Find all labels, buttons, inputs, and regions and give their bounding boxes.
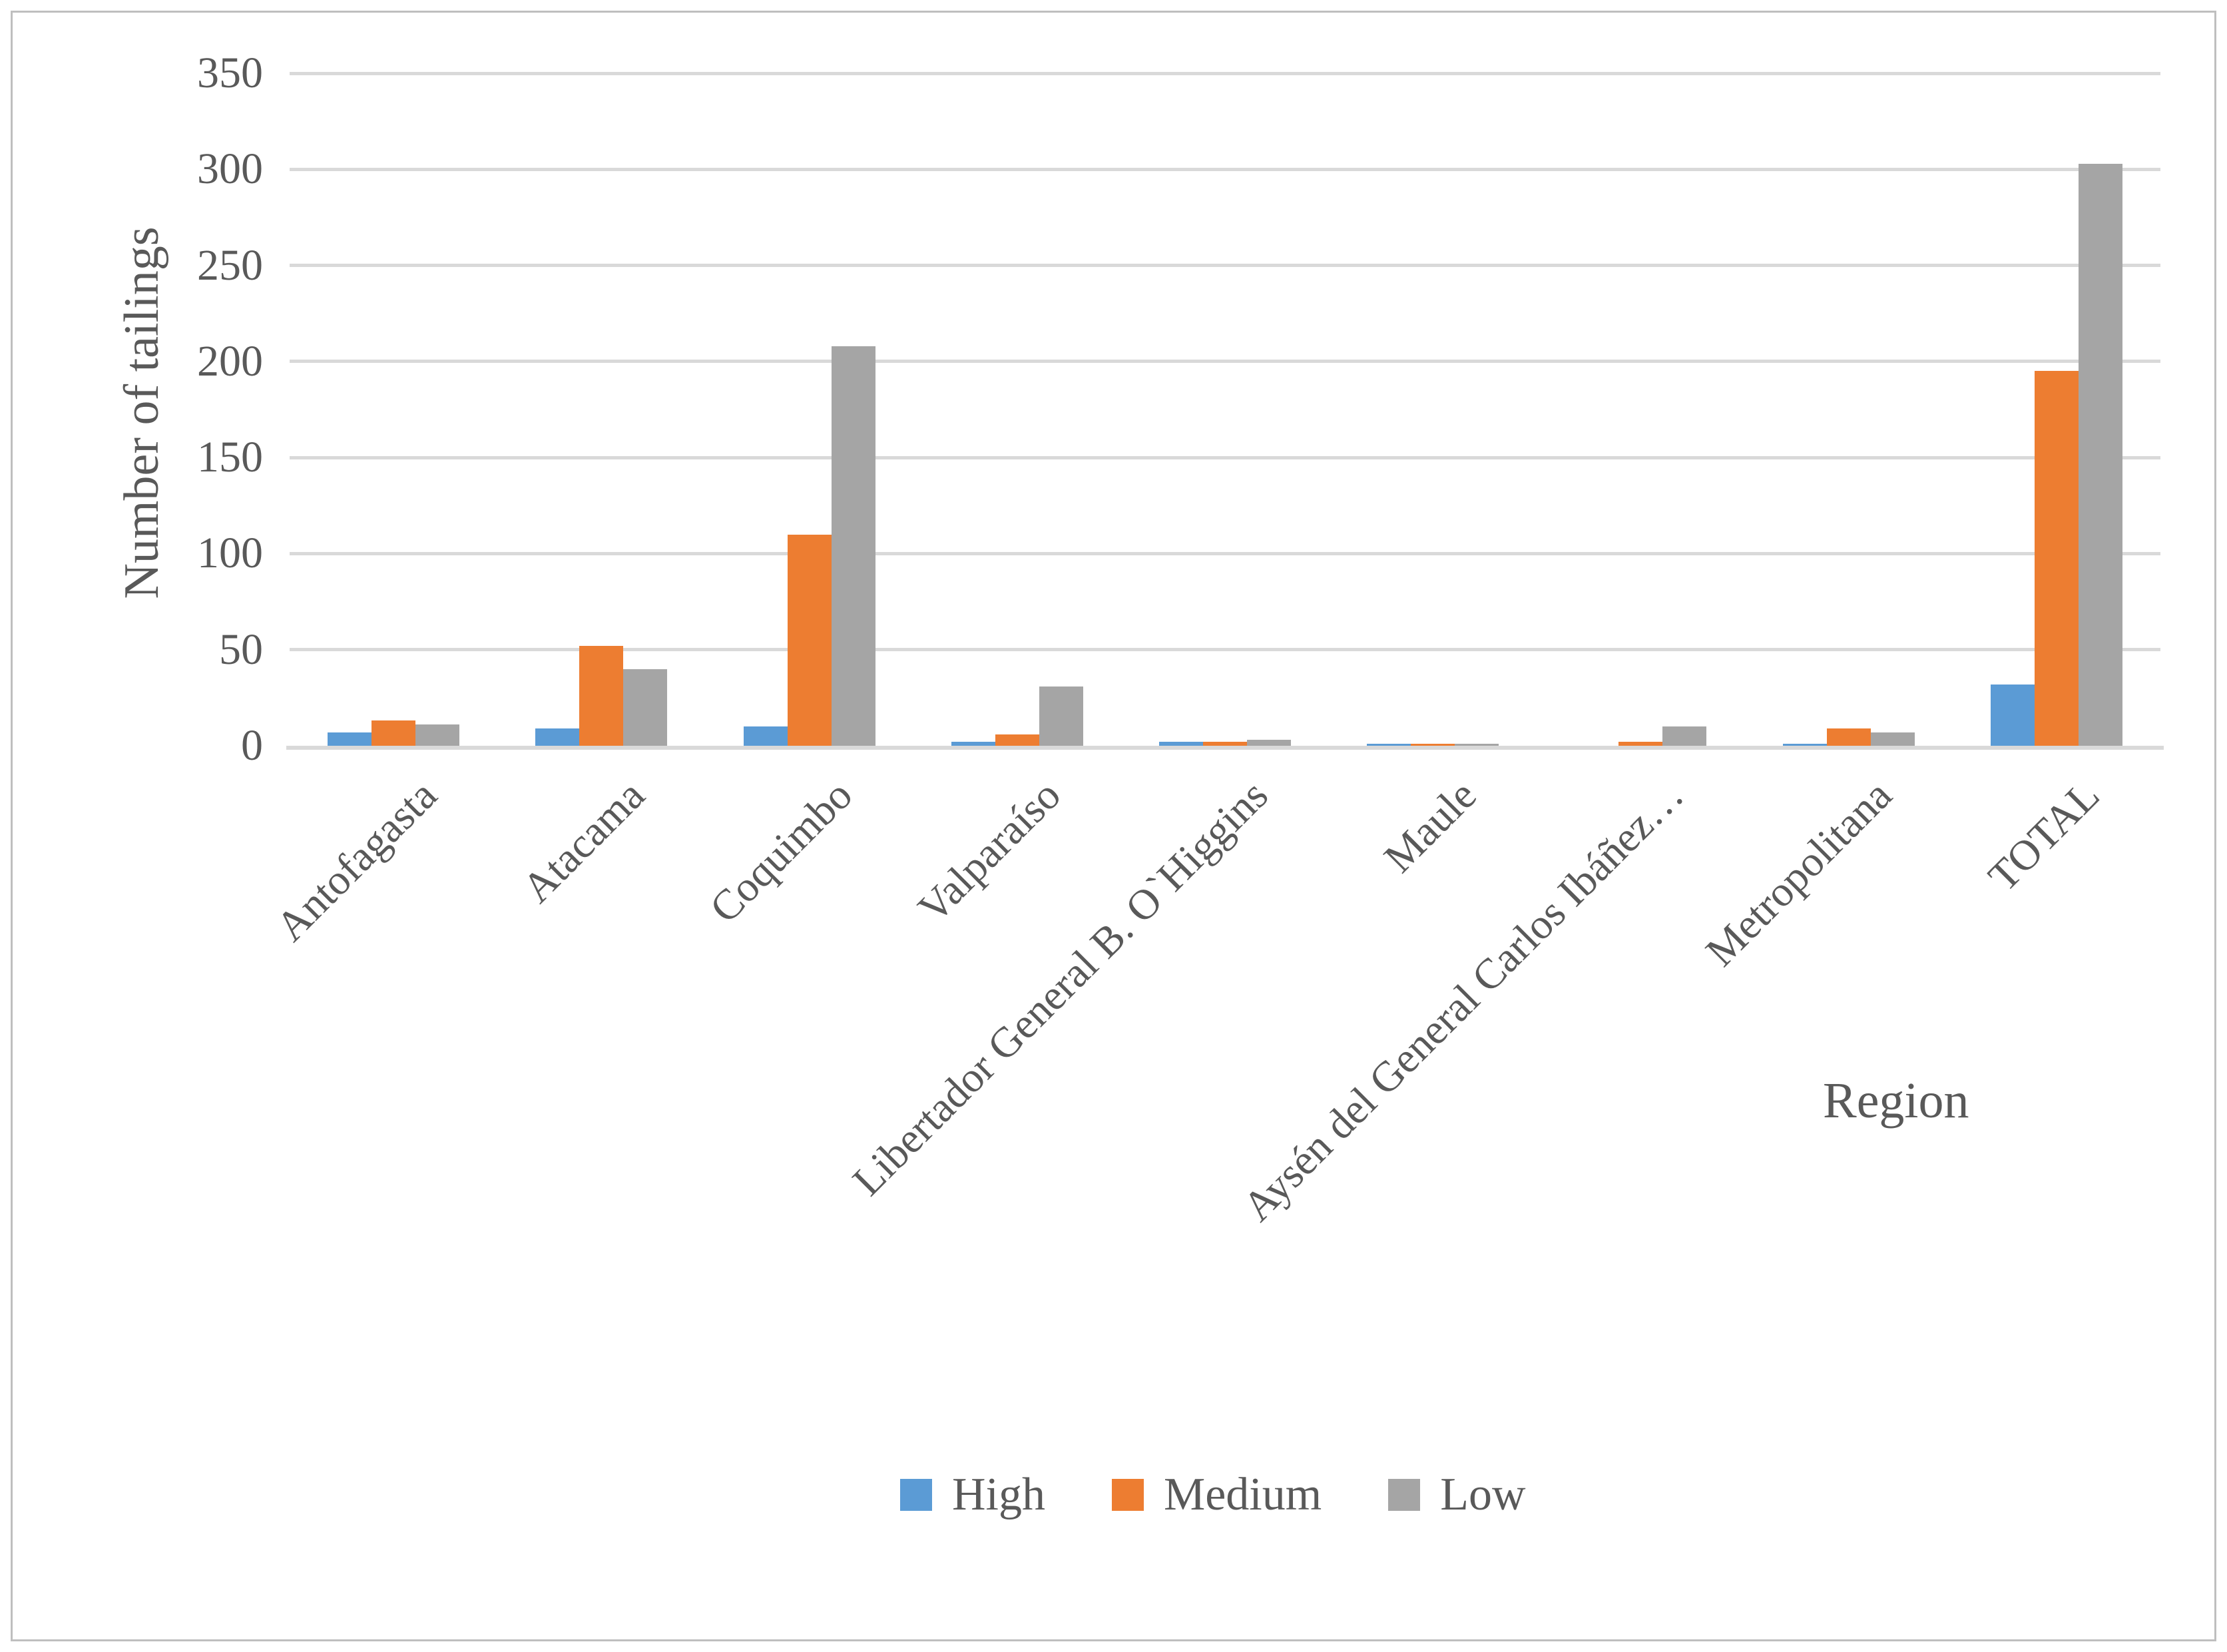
legend-marker-low (1388, 1479, 1421, 1511)
x-axis-line (286, 746, 2164, 750)
bar-high (535, 728, 580, 746)
bar-low (1870, 732, 1915, 746)
bar-low (1247, 740, 1291, 746)
bar-high (1367, 744, 1411, 746)
figure-border (11, 11, 2216, 1641)
gridline (290, 648, 2160, 652)
y-tick-label: 100 (197, 529, 263, 578)
legend-marker-high (900, 1479, 932, 1511)
bar-high (1990, 684, 2035, 746)
y-tick-label: 50 (219, 625, 263, 674)
bar-high (951, 742, 995, 746)
bar-high (1159, 742, 1203, 746)
legend-label-medium: Medium (1164, 1469, 1322, 1520)
bar-low (2078, 163, 2122, 746)
y-tick-label: 150 (197, 433, 263, 482)
gridline (290, 71, 2160, 75)
gridline (290, 551, 2160, 555)
x-axis-title: Region (1823, 1073, 1969, 1129)
legend-item-high: High (900, 1468, 1045, 1521)
gridline (290, 455, 2160, 459)
bar-low (1039, 686, 1083, 746)
y-tick-label: 0 (241, 721, 263, 770)
bar-medium (371, 720, 416, 746)
bar-low (1662, 726, 1707, 746)
bar-high (328, 732, 372, 746)
gridline (290, 167, 2160, 171)
gridline (290, 264, 2160, 268)
gridline (290, 360, 2160, 364)
bar-medium (1411, 744, 1455, 746)
bar-high (1782, 744, 1827, 746)
bar-medium (995, 734, 1039, 746)
bar-medium (2034, 371, 2079, 746)
legend-label-high: High (952, 1469, 1045, 1520)
bar-medium (787, 534, 832, 746)
bar-medium (1826, 728, 1871, 746)
bar-medium (1203, 742, 1247, 746)
bar-low (1455, 744, 1499, 746)
bar-medium (1618, 742, 1663, 746)
bar-low (415, 724, 460, 746)
legend: High Medium Low (900, 1468, 1526, 1521)
bar-low (831, 346, 875, 746)
bar-low (623, 669, 668, 746)
bar-medium (579, 645, 624, 746)
legend-marker-medium (1112, 1479, 1144, 1511)
legend-label-low: Low (1440, 1469, 1526, 1520)
legend-item-low: Low (1388, 1468, 1526, 1521)
y-tick-label: 200 (197, 336, 263, 386)
y-axis-title: Number of tailings (115, 226, 169, 599)
bar-high (743, 726, 788, 746)
y-tick-label: 350 (197, 49, 263, 97)
legend-item-medium: Medium (1112, 1468, 1322, 1521)
y-tick-label: 250 (197, 240, 263, 290)
y-tick-label: 300 (197, 144, 263, 194)
